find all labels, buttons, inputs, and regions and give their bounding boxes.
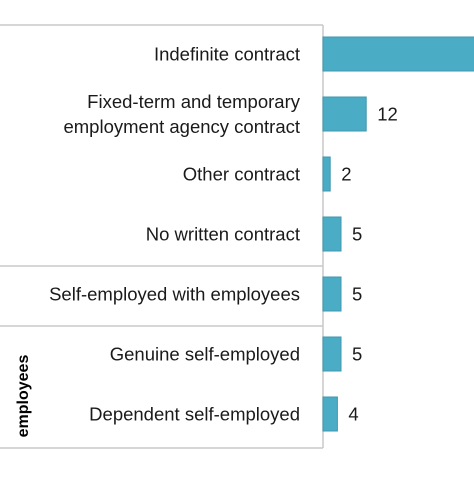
data-label: 4 (348, 404, 358, 425)
category-label: Other contract (183, 164, 300, 185)
category-label: Dependent self-employed (89, 404, 300, 425)
data-label: 5 (352, 224, 362, 245)
value-labels: 12 2 5 5 5 4 (341, 104, 398, 425)
bar (322, 276, 342, 312)
bar (322, 216, 342, 252)
category-label: Indefinite contract (154, 44, 300, 65)
category-label: Genuine self-employed (110, 344, 300, 365)
category-label: Fixed-term and temporary (87, 91, 301, 112)
bar (322, 156, 331, 192)
data-label: 5 (352, 344, 362, 365)
category-labels: Indefinite contract Fixed-term and tempor… (49, 44, 301, 425)
group-label-employees: employees (15, 355, 32, 438)
category-label: Self-employed with employees (49, 284, 300, 305)
category-label: employment agency contract (63, 116, 300, 137)
category-frame (0, 24, 324, 449)
category-label: No written contract (146, 224, 300, 245)
data-label: 5 (352, 284, 362, 305)
data-label: 2 (341, 164, 351, 185)
bar (322, 36, 474, 72)
bar (322, 396, 338, 432)
data-label: 12 (377, 104, 398, 125)
bar (322, 336, 342, 372)
bar (322, 96, 367, 132)
bars (322, 36, 474, 432)
